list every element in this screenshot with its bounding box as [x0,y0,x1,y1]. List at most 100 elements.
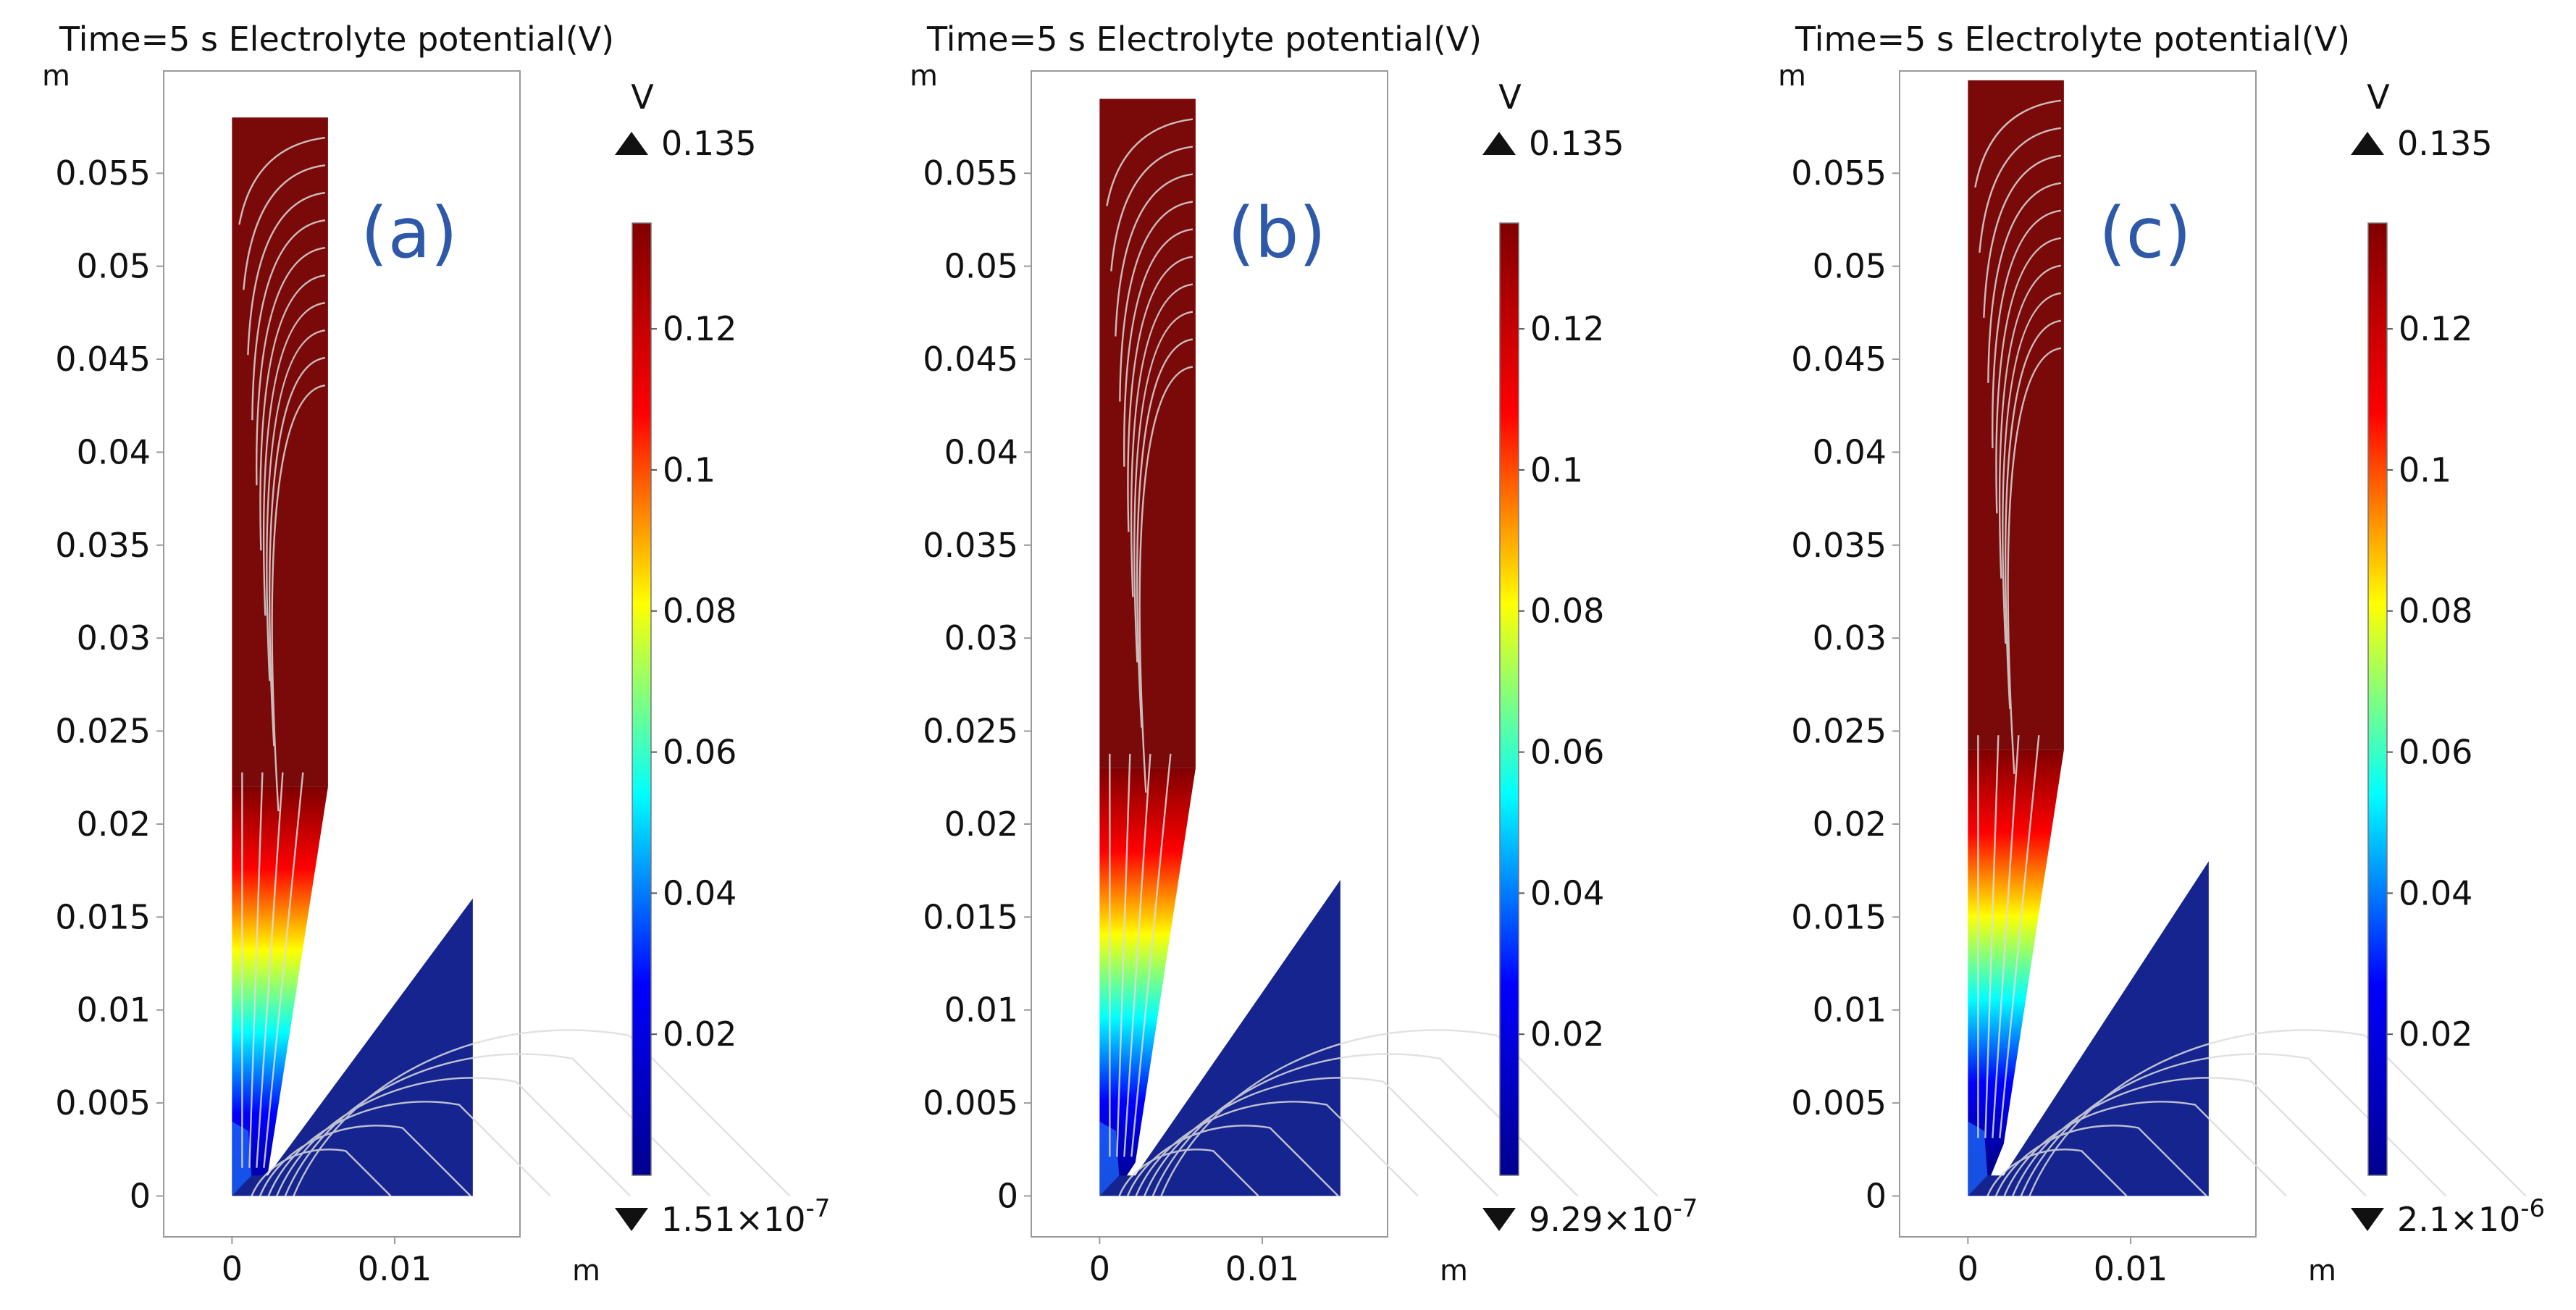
colorbar-tick-label: 0.12 [663,309,737,348]
y-tick-label: 0.025 [1791,712,1887,751]
colorbar-max-label: 0.135 [2397,124,2493,163]
y-tick-label: 0.04 [77,432,151,471]
x-tick-label: 0.01 [358,1249,432,1288]
streamline-anode [262,302,326,616]
streamline-cathode [251,1149,392,1197]
streamline-anode [256,247,326,486]
y-tick-label: 0.05 [1813,247,1887,286]
panel-b: Time=5 s Electrolyte potential(V)mm00.00… [910,20,1698,1288]
streamline-anode [1106,118,1193,206]
colorbar-tick-label: 0.08 [663,592,737,631]
colorbar-tick-label: 0.04 [1530,873,1604,912]
x-tick-label: 0 [1958,1249,1979,1288]
x-unit-label: m [572,1254,600,1288]
streamline-cathode [1118,1149,1259,1197]
streamline-anode [251,219,326,421]
streamline-anode [1136,338,1193,728]
colorbar-tick-label: 0.08 [1530,592,1604,631]
streamline-anode [243,164,326,290]
anode-domain [1968,80,2064,750]
streamline-cathode [259,1125,471,1197]
colorbar-min-label: 9.29×10-7 [1529,1194,1698,1239]
panel-label: (a) [361,193,458,274]
streamline-anode [259,274,326,551]
y-tick-label: 0.045 [923,340,1018,379]
streamline-anode [1130,283,1193,597]
y-tick-label: 0.015 [55,897,151,936]
colorbar-tick-label: 0.1 [2399,450,2451,490]
streamline-anode [1995,237,2062,513]
y-tick-label: 0.04 [944,432,1018,471]
cathode-domain [1099,879,1341,1196]
max-indicator-triangle [2351,132,2384,155]
streamlines [238,137,791,1197]
colorbar-min-exponent: -7 [1674,1194,1698,1223]
streamline-neck [1123,753,1151,1157]
chart-title: Time=5 s Electrolyte potential(V) [1795,20,2350,59]
axes-frame [1031,70,1388,1238]
y-tick-label: 0 [1866,1177,1887,1216]
y-tick-label: 0 [130,1177,151,1216]
y-tick-label: 0.05 [944,247,1018,286]
streamline-anode [1119,201,1193,402]
streamline-cathode [1135,1101,1419,1197]
tip-glow [1968,1121,1988,1196]
colorbar-min-label: 1.51×10-7 [661,1194,830,1239]
x-unit-label: m [1440,1254,1468,1288]
y-tick-label: 0.02 [77,805,151,844]
cathode-domain [232,898,473,1196]
x-tick-label: 0 [222,1249,243,1288]
streamline-cathode [1986,1149,2128,1197]
streamline-anode [1998,264,2062,579]
colorbar [632,222,652,1176]
colorbar-unit: V [2367,77,2390,117]
streamline-cathode [1126,1125,1339,1197]
colorbar-tick-label: 0.08 [2399,592,2472,631]
cathode-domain [1968,861,2209,1196]
y-tick-label: 0.01 [1813,991,1887,1030]
y-tick-label: 0.02 [1813,805,1887,844]
min-indicator-triangle [2351,1208,2384,1231]
y-tick-label: 0.035 [55,526,151,565]
tip-glow [1099,1121,1120,1196]
colorbar-min-mantissa: 2.1×10 [2397,1200,2520,1239]
streamline-anode [2002,292,2062,644]
chart-title: Time=5 s Electrolyte potential(V) [59,20,614,59]
panel-a: Time=5 s Electrolyte potential(V)mm00.00… [42,20,830,1288]
axes-frame [163,70,521,1238]
colorbar-tick-label: 0.12 [1530,309,1604,348]
y-unit-label: m [910,59,938,93]
streamline-neck [256,772,284,1168]
y-tick-label: 0.035 [1791,526,1887,565]
colorbar-tick-label: 0.02 [1530,1015,1604,1054]
y-tick-label: 0.025 [55,712,151,751]
streamline-cathode [1160,1029,1658,1197]
chart-title: Time=5 s Electrolyte potential(V) [926,20,1482,59]
y-tick-label: 0.005 [1791,1083,1887,1122]
colorbar-tick-label: 0.06 [2399,733,2472,772]
colorbar-unit: V [1498,77,1522,117]
x-tick-label: 0.01 [1225,1249,1299,1288]
y-tick-label: 0.05 [77,247,151,286]
streamline-cathode [1151,1053,1579,1197]
streamline-cathode [276,1077,631,1197]
colorbar-tick-label: 0.06 [1530,733,1604,772]
y-tick-label: 0.03 [944,618,1018,658]
colorbar-tick-label: 0.02 [663,1015,737,1054]
colorbar-tick-label: 0.04 [2399,873,2472,912]
panel-c: Time=5 s Electrolyte potential(V)mm00.00… [1778,20,2545,1288]
min-indicator-triangle [1482,1208,1516,1231]
max-indicator-triangle [615,132,648,155]
streamline-anode [247,192,326,356]
colorbar-min-exponent: -7 [806,1194,831,1223]
streamline-cathode [2020,1053,2447,1197]
streamline-neck [1116,753,1131,1157]
colorbar-tick-label: 0.12 [2399,309,2472,348]
streamline-anode [1992,209,2062,448]
streamline-neck [1130,753,1172,1157]
colorbar-min-exponent: -6 [2520,1194,2545,1223]
streamline-neck [248,772,264,1168]
y-tick-label: 0.035 [923,526,1018,565]
